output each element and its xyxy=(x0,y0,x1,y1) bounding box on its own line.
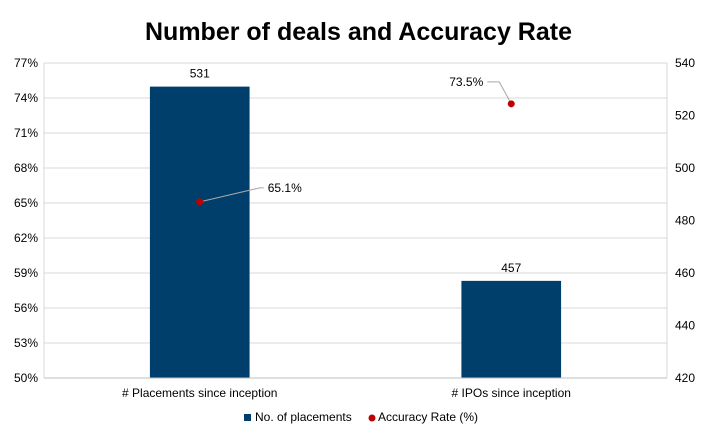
point-data-label: 73.5% xyxy=(449,75,483,89)
right-axis-tick-label: 440 xyxy=(675,319,695,333)
left-axis-tick-label: 56% xyxy=(14,301,38,315)
left-axis-tick-label: 65% xyxy=(14,196,38,210)
point-data-label: 65.1% xyxy=(268,181,302,195)
right-axis-tick-label: 540 xyxy=(675,56,695,70)
bar-data-label: 531 xyxy=(190,67,210,81)
bar xyxy=(149,86,250,378)
legend-marker-point xyxy=(368,414,376,422)
bars xyxy=(149,86,562,378)
left-axis-tick-label: 50% xyxy=(14,371,38,385)
legend-label: Accuracy Rate (%) xyxy=(378,410,478,424)
gridlines xyxy=(44,62,667,379)
x-axis-category-label: # Placements since inception xyxy=(122,386,277,400)
point-leader-line xyxy=(199,187,264,203)
x-axis-category-label: # IPOs since inception xyxy=(452,386,571,400)
data-labels: 531 457 65.1% 73.5% xyxy=(190,67,522,275)
right-axis-tick-label: 480 xyxy=(675,214,695,228)
point-leader-line xyxy=(487,81,512,105)
left-axis-tick-label: 77% xyxy=(14,56,38,70)
legend-label: No. of placements xyxy=(255,410,352,424)
left-axis-tick-label: 59% xyxy=(14,266,38,280)
left-axis-tick-label: 71% xyxy=(14,126,38,140)
axes: 50% 53% 56% 59% 62% 65% 68% 71% 74% 77% 420 440 460 4… xyxy=(14,56,695,400)
right-axis-tick-label: 500 xyxy=(675,161,695,175)
left-axis-tick-label: 53% xyxy=(14,336,38,350)
legend-marker-bar xyxy=(244,414,251,421)
accuracy-point xyxy=(196,198,204,206)
accuracy-point xyxy=(507,100,515,108)
legend: No. of placements Accuracy Rate (%) xyxy=(244,410,478,424)
left-axis-tick-label: 74% xyxy=(14,91,38,105)
right-axis-tick-label: 520 xyxy=(675,109,695,123)
bar-data-label: 457 xyxy=(501,261,521,275)
right-axis-tick-label: 420 xyxy=(675,371,695,385)
chart-title: Number of deals and Accuracy Rate xyxy=(145,18,572,46)
right-axis-tick-label: 460 xyxy=(675,266,695,280)
left-axis-tick-label: 62% xyxy=(14,231,38,245)
left-axis-tick-label: 68% xyxy=(14,161,38,175)
bar xyxy=(461,280,562,378)
